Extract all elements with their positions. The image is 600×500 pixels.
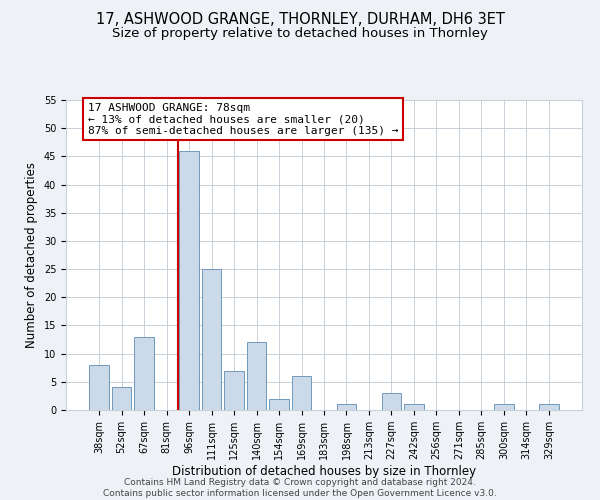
Bar [337,404,356,410]
Bar [269,398,289,410]
Text: Contains HM Land Registry data © Crown copyright and database right 2024.
Contai: Contains HM Land Registry data © Crown c… [103,478,497,498]
Bar [89,365,109,410]
Text: 17 ASHWOOD GRANGE: 78sqm
← 13% of detached houses are smaller (20)
87% of semi-d: 17 ASHWOOD GRANGE: 78sqm ← 13% of detach… [88,103,398,136]
Bar [134,336,154,410]
Bar [539,404,559,410]
Bar [179,150,199,410]
X-axis label: Distribution of detached houses by size in Thornley: Distribution of detached houses by size … [172,465,476,478]
Text: 17, ASHWOOD GRANGE, THORNLEY, DURHAM, DH6 3ET: 17, ASHWOOD GRANGE, THORNLEY, DURHAM, DH… [95,12,505,28]
Text: Size of property relative to detached houses in Thornley: Size of property relative to detached ho… [112,28,488,40]
Bar [494,404,514,410]
Bar [247,342,266,410]
Bar [202,269,221,410]
Y-axis label: Number of detached properties: Number of detached properties [25,162,38,348]
Bar [292,376,311,410]
Bar [382,393,401,410]
Bar [404,404,424,410]
Bar [112,388,131,410]
Bar [224,370,244,410]
